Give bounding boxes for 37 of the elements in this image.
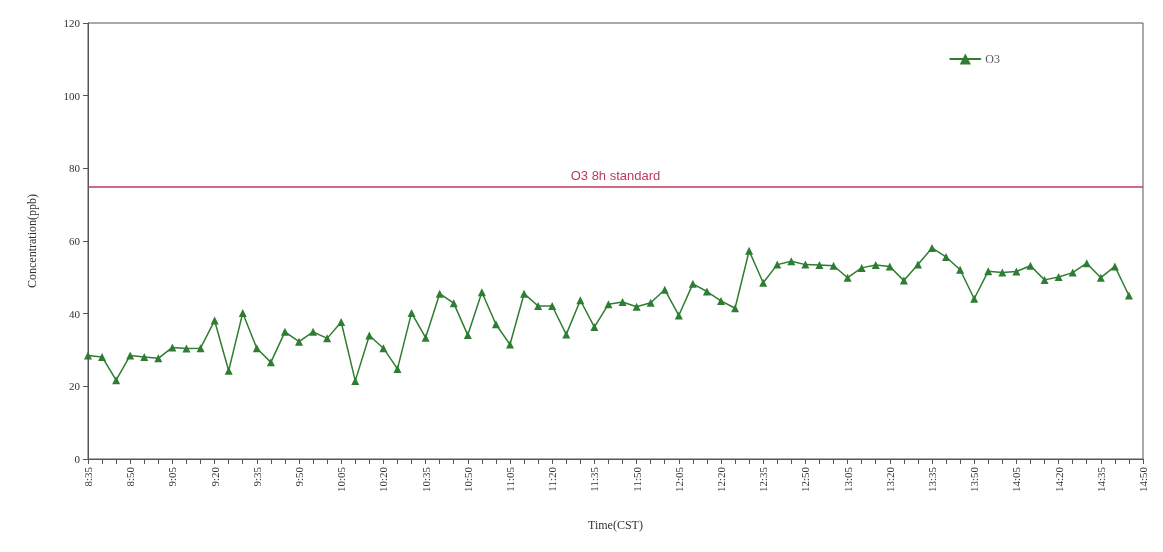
x-tick-label: 12:20	[715, 466, 727, 493]
x-tick-label: 13:50	[968, 466, 981, 493]
x-tick-label: 9:35	[250, 466, 263, 487]
x-axis-title: Time(CST)	[588, 518, 643, 532]
x-tick-label: 11:35	[588, 466, 601, 492]
y-tick-label: 20	[69, 380, 81, 393]
y-tick-label: 0	[74, 453, 81, 465]
x-tick-label: 10:35	[419, 466, 432, 493]
x-tick-label: 12:05	[672, 466, 685, 493]
x-tick-label: 13:20	[883, 466, 896, 493]
x-tick-label: 12:50	[799, 466, 812, 493]
legend-label: O3	[985, 52, 1001, 66]
x-tick-label: 8:50	[124, 466, 137, 487]
x-tick-label: 14:05	[1010, 466, 1023, 493]
y-tick-label: 80	[69, 162, 81, 175]
x-tick-label: 12:35	[757, 466, 770, 493]
y-axis-title: Concentration(ppb)	[25, 194, 39, 288]
y-tick-label: 100	[63, 89, 81, 102]
x-tick-label: 10:20	[377, 466, 390, 493]
x-tick-label: 9:20	[208, 466, 221, 487]
x-tick-label: 9:50	[293, 466, 305, 487]
x-tick-label: 11:20	[546, 466, 559, 492]
x-tick-label: 14:35	[1094, 466, 1107, 493]
x-tick-label: 14:20	[1052, 466, 1065, 493]
x-tick-label: 13:05	[841, 466, 854, 493]
x-tick-label: 13:35	[926, 466, 938, 493]
x-tick-label: 11:05	[504, 466, 516, 492]
x-tick-label: 11:50	[630, 466, 643, 492]
y-tick-label: 40	[69, 307, 81, 320]
y-tick-label: 60	[69, 235, 81, 247]
ref-line-label: O3 8h standard	[570, 167, 661, 183]
x-tick-label: 10:05	[335, 466, 348, 493]
x-tick-label: 10:50	[461, 466, 474, 493]
x-tick-label: 8:35	[82, 466, 94, 487]
x-tick-label: 14:50	[1137, 466, 1149, 493]
y-tick-label: 120	[63, 17, 81, 29]
x-tick-label: 9:05	[166, 466, 179, 487]
